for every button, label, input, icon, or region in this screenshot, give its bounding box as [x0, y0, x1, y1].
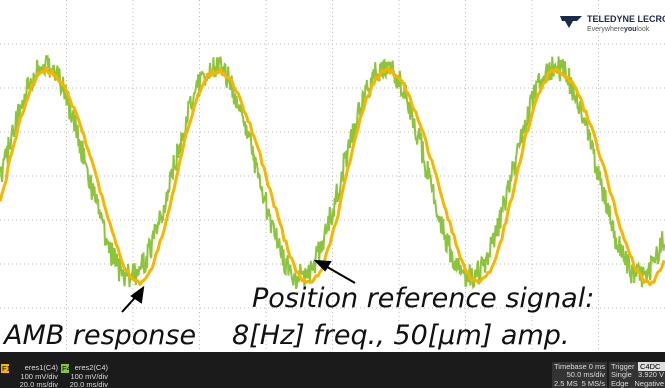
timebase-rate: 5 MS/s [582, 379, 606, 388]
trace-tdiv: 20.0 ms/div [70, 380, 109, 388]
trigger-panel: Trigger C4DC Single 3.920 V Edge Negativ… [609, 362, 665, 388]
annotation: AMB response [2, 320, 196, 351]
trace-id: F1 [2, 364, 11, 373]
brand-name: TELEDYNE LECROY [587, 14, 665, 24]
annotation: Position reference signal: [252, 283, 594, 314]
tagline-part: Everywhere [587, 26, 624, 33]
tagline-bold: you [624, 26, 636, 33]
trigger-slope: Negative [634, 379, 664, 388]
brand-tagline: Everywhereyoulook [587, 26, 650, 33]
annotation: 8[Hz] freq., 50[μm] amp. [232, 320, 569, 351]
trace-tdiv: 20.0 ms/div [20, 380, 59, 388]
trace-id: F4 [62, 364, 71, 373]
trigger-level: 3.920 V [638, 370, 664, 379]
trace-source: eres2(C4) [75, 363, 109, 372]
timebase-samples: 2.5 MS [554, 379, 578, 388]
trace-source: eres1(C4) [25, 363, 59, 372]
trigger-mode: Single [611, 370, 632, 379]
timebase-tdiv: 50.0 ms/div [567, 370, 606, 379]
trigger-type: Edge [611, 379, 629, 388]
timebase-panel: Timebase 0 ms 50.0 ms/div 2.5 MS 5 MS/s [552, 362, 607, 388]
oscilloscope-screen: TELEDYNE LECROY Everywhereyoulook Positi… [0, 0, 665, 388]
tagline-part: look [636, 26, 649, 33]
